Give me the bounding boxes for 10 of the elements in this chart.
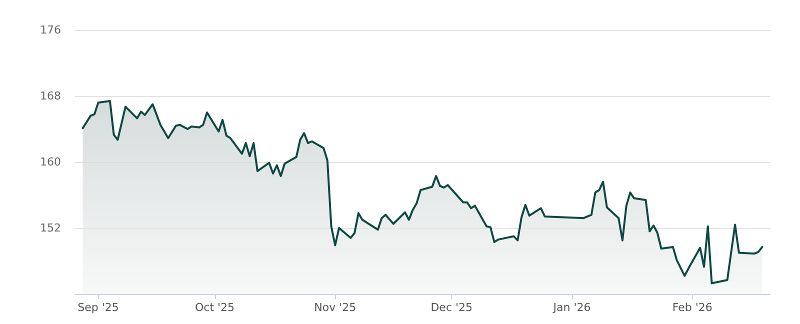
- x-tick-label: Sep '25: [78, 301, 119, 314]
- x-tick-label: Feb '26: [672, 301, 712, 314]
- x-tick-label: Oct '25: [195, 301, 235, 314]
- x-tick-label: Nov '25: [314, 301, 356, 314]
- y-tick-label: 168: [40, 90, 61, 102]
- y-tick-label: 152: [40, 222, 61, 234]
- y-tick-label: 176: [40, 24, 61, 36]
- x-tick-label: Jan '26: [552, 301, 591, 314]
- y-tick-label: 160: [40, 156, 61, 168]
- x-tick-label: Dec '25: [430, 301, 473, 314]
